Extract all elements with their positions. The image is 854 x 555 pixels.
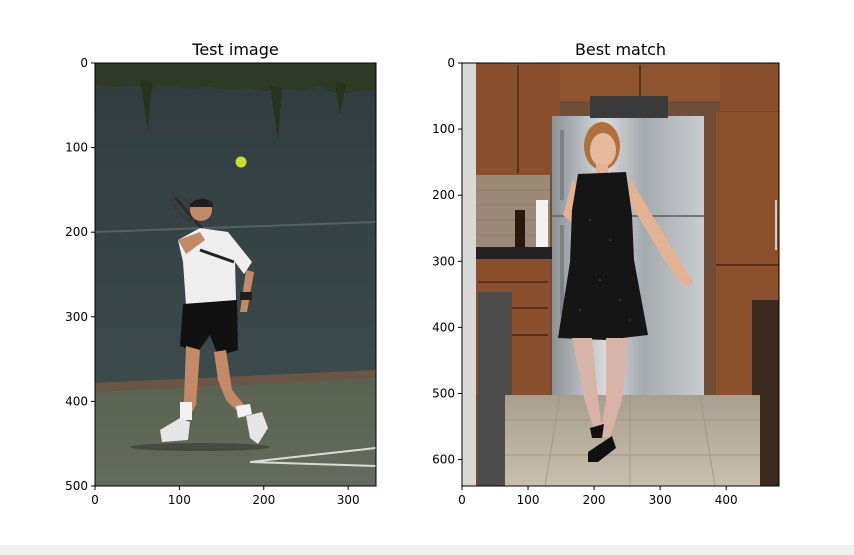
best-match-x-tick-label: 0 — [458, 493, 466, 507]
best-match-y-tick-label: 300 — [432, 254, 455, 268]
best-match-y-ticks: 0 100 200 300 400 500 600 — [432, 56, 462, 467]
best-match-x-tick-label: 100 — [517, 493, 540, 507]
best-match-y-tick-label: 600 — [432, 453, 455, 467]
best-match-x-ticks: 0 100 200 300 400 — [458, 486, 738, 507]
test-image-x-tick-label: 100 — [168, 493, 191, 507]
best-match-title: Best match — [575, 40, 666, 59]
test-image-y-tick-label: 200 — [65, 225, 88, 239]
best-match-x-tick-label: 300 — [649, 493, 672, 507]
test-image-y-tick-label: 400 — [65, 394, 88, 408]
test-image-x-tick-label: 0 — [91, 493, 99, 507]
best-match-x-tick-label: 400 — [715, 493, 738, 507]
best-match-y-tick-label: 500 — [432, 386, 455, 400]
axes-test-image: 0 100 200 300 0 100 200 300 400 500 Test image — [65, 40, 377, 507]
test-image-y-tick-label: 500 — [65, 479, 88, 493]
test-image-x-tick-label: 200 — [252, 493, 275, 507]
best-match-y-tick-label: 0 — [447, 56, 455, 70]
best-match-x-tick-label: 200 — [583, 493, 606, 507]
test-image-title: Test image — [191, 40, 278, 59]
best-match-y-tick-label: 200 — [432, 188, 455, 202]
test-image-y-tick-label: 100 — [65, 141, 88, 155]
axes-best-match: 0 100 200 300 400 0 100 200 300 400 500 600 Best m… — [432, 40, 780, 507]
best-match-y-tick-label: 400 — [432, 320, 455, 334]
test-image-x-ticks: 0 100 200 300 — [91, 486, 360, 507]
best-match-y-tick-label: 100 — [432, 122, 455, 136]
test-image-y-tick-label: 0 — [80, 56, 88, 70]
test-image-y-ticks: 0 100 200 300 400 500 — [65, 56, 95, 493]
test-image-y-tick-label: 300 — [65, 310, 88, 324]
figure-bottom-strip — [0, 545, 854, 555]
best-match-picture — [462, 63, 779, 486]
test-image-picture — [95, 63, 376, 486]
test-image-x-tick-label: 300 — [337, 493, 360, 507]
